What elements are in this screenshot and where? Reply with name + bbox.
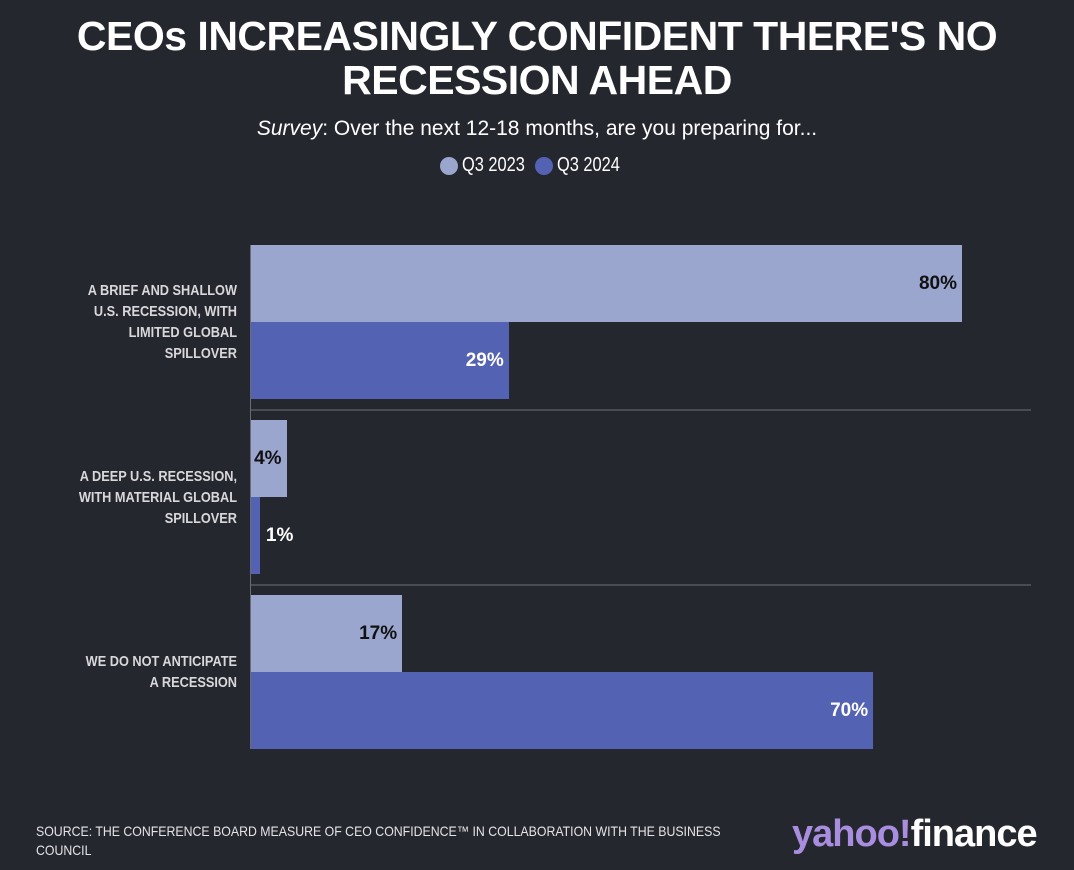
legend-swatch [535,156,553,175]
category-label-line: WE DO NOT ANTICIPATE [85,653,237,670]
legend-swatch [440,156,459,175]
data-label: 29% [465,349,504,371]
category-label: A BRIEF AND SHALLOW U.S. RECESSION, WITH L… [50,280,237,364]
group-separator [251,409,1031,411]
category-label: A DEEP U.S. RECESSION, WITH MATERIAL GLOB… [50,466,237,529]
group-separator [251,584,1031,586]
subtitle-italic: Survey [256,117,323,140]
logo-finance: finance [910,813,1038,855]
title-line-2: RECESSION AHEAD [342,57,732,103]
bar-q3-2024 [251,322,509,399]
data-label: 70% [830,699,869,721]
category-label-line: SPILLOVER [164,509,237,527]
subtitle-text: : Over the next 12-18 months, are you pr… [322,117,818,140]
logo-yahoo: yahoo! [792,813,912,855]
title-line-1: CEOs INCREASINGLY CONFIDENT THERE'S NO [76,13,998,59]
category-label: WE DO NOT ANTICIPATE A RECESSION [50,651,237,693]
data-label: 17% [359,622,398,644]
bar-q3-2024 [251,497,260,574]
yahoo-finance-logo: yahoo!finance [792,813,1038,856]
data-label: 80% [918,272,957,294]
category-label-line: U.S. RECESSION, WITH [93,303,237,320]
category-label-line: A DEEP U.S. RECESSION, [79,467,237,485]
category-label-line: A RECESSION [149,674,237,691]
chart-title: CEOs INCREASINGLY CONFIDENT THERE'S NO R… [0,14,1074,102]
y-axis-line [250,245,251,749]
data-label: 1% [265,524,294,546]
bar-q3-2023 [251,420,287,497]
category-label-line: WITH MATERIAL GLOBAL [78,488,237,506]
bar-q3-2023 [251,245,962,322]
source-note: SOURCE: THE CONFERENCE BOARD MEASURE OF … [36,823,721,858]
bar-q3-2023 [251,595,403,672]
legend-label: Q3 2023 [462,154,526,176]
chart-subtitle: Survey: Over the next 12-18 months, are … [0,117,1074,141]
bar-q3-2024 [251,672,874,749]
legend: Q3 2023 Q3 2024 [0,154,1074,177]
legend-label: Q3 2024 [557,154,620,176]
legend-item-q3-2024: Q3 2024 [535,154,634,177]
legend-item-q3-2023: Q3 2023 [440,154,539,177]
category-label-line: SPILLOVER [164,345,237,362]
category-label-line: A BRIEF AND SHALLOW [87,282,237,299]
category-label-line: LIMITED GLOBAL [128,324,237,341]
data-label: 4% [254,447,282,469]
